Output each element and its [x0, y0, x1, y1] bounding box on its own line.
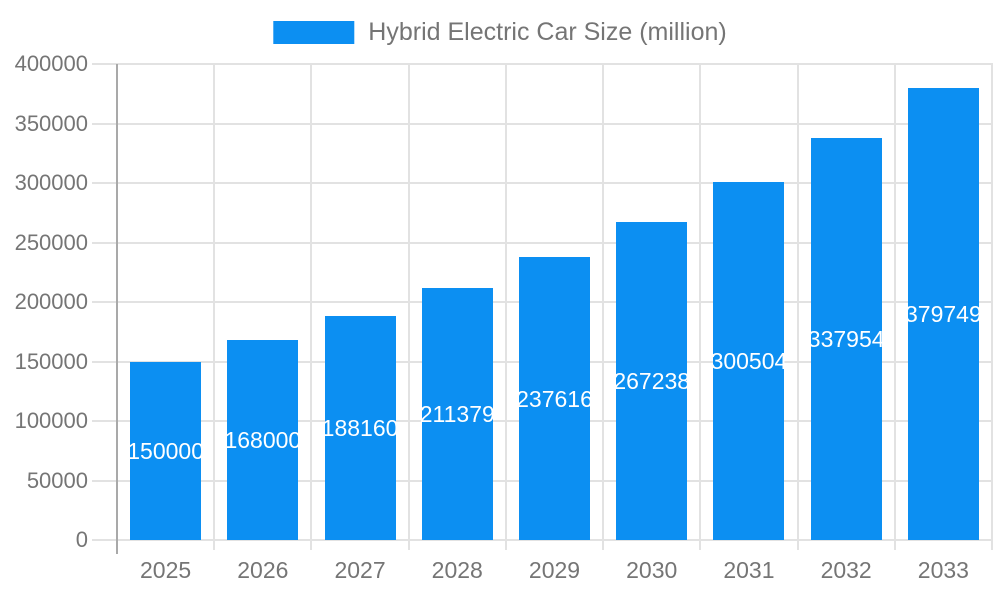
bar-value-label: 267238 — [613, 367, 691, 394]
bar — [907, 88, 979, 540]
y-axis-tick-label: 300000 — [14, 170, 88, 195]
y-axis-tick-label: 350000 — [14, 110, 88, 136]
bar — [519, 257, 590, 540]
bar-value-label: 337954 — [807, 325, 885, 352]
bar-value-label: 188160 — [321, 415, 399, 442]
y-gridline — [92, 182, 993, 184]
y-axis-tick-label: 250000 — [14, 229, 88, 255]
bar-value-label: 379749 — [905, 301, 982, 328]
bar — [227, 340, 299, 540]
x-gridline — [893, 64, 896, 550]
y-axis-tick-label: 100000 — [14, 408, 88, 433]
bar — [713, 182, 785, 540]
bar — [810, 137, 882, 540]
bar — [130, 361, 202, 540]
legend-label: Hybrid Electric Car Size (million) — [368, 17, 727, 46]
x-axis-tick-label: 2030 — [626, 557, 678, 583]
y-gridline — [92, 539, 993, 541]
x-gridline — [407, 64, 410, 550]
x-gridline — [796, 64, 799, 550]
bar-value-label: 150000 — [127, 437, 204, 464]
y-axis-line — [116, 64, 118, 554]
bar — [421, 288, 493, 540]
x-axis-tick-label: 2033 — [917, 557, 969, 583]
bar-value-label: 300504 — [710, 348, 788, 375]
bar-value-label: 237616 — [516, 385, 593, 412]
y-gridline — [92, 63, 993, 65]
y-axis-tick-label: 50000 — [26, 467, 88, 493]
x-axis-tick-label: 2027 — [334, 557, 386, 583]
x-axis-tick-label: 2028 — [431, 557, 483, 583]
y-axis-tick-label: 200000 — [14, 289, 88, 314]
x-gridline — [699, 64, 702, 550]
bar — [324, 316, 396, 540]
y-axis-tick-label: 400000 — [14, 51, 88, 76]
y-axis-tick-label: 0 — [75, 527, 88, 552]
bar — [616, 221, 688, 540]
y-gridline — [92, 241, 993, 244]
x-gridline — [310, 64, 313, 550]
x-axis-tick-label: 2026 — [237, 557, 289, 583]
x-gridline — [991, 64, 993, 550]
bar-value-label: 211379 — [419, 401, 495, 428]
bar-value-label: 168000 — [224, 427, 302, 454]
x-axis-tick-label: 2029 — [528, 557, 581, 583]
legend-swatch — [273, 20, 355, 44]
x-axis-tick-label: 2025 — [140, 557, 192, 583]
y-gridline — [92, 122, 993, 125]
y-axis-tick-label: 150000 — [14, 348, 88, 374]
x-gridline — [602, 64, 605, 550]
x-axis-tick-label: 2032 — [820, 557, 872, 583]
x-gridline — [213, 64, 216, 550]
x-axis-tick-label: 2031 — [723, 557, 775, 583]
x-gridline — [504, 64, 507, 550]
chart-legend: Hybrid Electric Car Size (million) — [273, 17, 727, 47]
